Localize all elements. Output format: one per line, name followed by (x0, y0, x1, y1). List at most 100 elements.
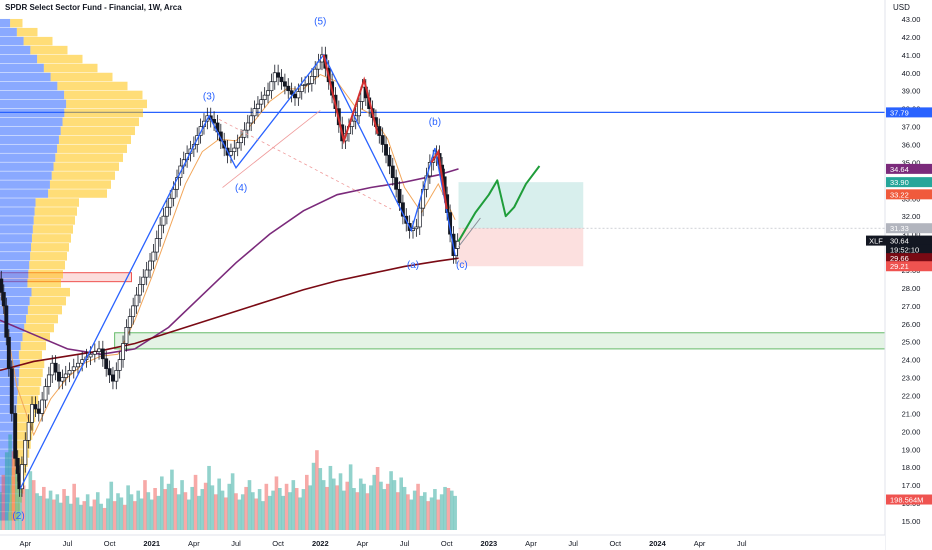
candle-body (67, 370, 72, 375)
profile-bar-buy (0, 404, 17, 413)
candle-body (269, 81, 274, 92)
candle-body (151, 251, 156, 262)
volume-bar (433, 489, 437, 530)
candle-body (121, 343, 126, 361)
price-tick-label: 40.00 (902, 69, 921, 78)
profile-bar-sell (17, 386, 40, 396)
volume-bar (261, 501, 265, 530)
time-tick-label: Apr (19, 539, 31, 548)
volume-bar (396, 492, 400, 530)
volume-bar (392, 480, 397, 530)
volume-bar (267, 495, 272, 530)
candle-body (276, 72, 281, 78)
candle-body (9, 368, 14, 414)
price-tag-label: 37.79 (890, 108, 909, 117)
volume-bar (55, 494, 60, 530)
price-axis: 15.0016.0017.0018.0019.0020.0021.0022.00… (866, 0, 932, 550)
profile-bar-buy (0, 117, 63, 127)
candle-body (417, 207, 422, 228)
candle-body (46, 374, 51, 387)
volume-bar (45, 498, 49, 530)
profile-bar-buy (0, 377, 19, 387)
loss-zone (458, 228, 584, 267)
volume-bar (321, 480, 326, 530)
candle-body (279, 76, 284, 83)
candle-body (100, 348, 105, 360)
volume-bar (8, 434, 12, 530)
price-tick-label: 37.00 (902, 123, 921, 132)
profile-bar-sell (43, 63, 98, 73)
volume-bar (42, 486, 46, 530)
volume-bar (35, 493, 39, 530)
profile-bar-sell (10, 18, 23, 28)
price-tick-label: 20.00 (902, 427, 921, 436)
candle-body (26, 422, 31, 441)
volume-bar (180, 480, 184, 530)
volume-bar (362, 483, 366, 530)
volume-bar (11, 451, 16, 530)
chart-zones (0, 111, 886, 350)
profile-bar-sell (58, 135, 132, 144)
volume-bar (416, 483, 420, 530)
projection-path (457, 165, 541, 247)
volume-bar (31, 480, 36, 530)
profile-bar-sell (55, 153, 123, 162)
volume-bar (352, 488, 356, 530)
profile-bar-buy (0, 189, 49, 198)
volume-bar (203, 482, 208, 530)
profile-bar-buy (0, 72, 51, 82)
time-tick-label: Apr (525, 539, 537, 548)
volume-bar (129, 494, 134, 530)
volume-bar (278, 488, 282, 530)
volume-bars (0, 434, 457, 530)
price-tag (886, 235, 932, 246)
candle-body (80, 359, 85, 364)
profile-bar-buy (0, 108, 65, 118)
profile-bar-buy (0, 18, 11, 28)
profile-bar-buy (0, 252, 31, 261)
profile-bar-sell (62, 117, 139, 127)
profile-bar-buy (0, 198, 36, 207)
volume-bar (116, 493, 120, 530)
time-tick-label: Jul (400, 539, 410, 548)
price-tick-label: 39.00 (902, 87, 921, 96)
profile-bar-buy (0, 36, 24, 46)
volume-bar (163, 489, 167, 530)
candle-body (171, 188, 176, 199)
candle-body (384, 144, 388, 156)
candle-body (296, 91, 301, 99)
candle-body (158, 224, 163, 239)
profile-bar-sell (57, 144, 127, 153)
profile-bar-buy (0, 314, 27, 324)
candle-body (36, 408, 41, 414)
volume-bar (331, 478, 336, 530)
volume-bar (446, 488, 451, 530)
volume-bar (72, 483, 76, 530)
profile-bar-sell (14, 431, 33, 440)
price-tick-label: 43.00 (902, 15, 921, 24)
volume-bar (419, 495, 424, 530)
volume-bar (449, 490, 454, 530)
volume-bar (247, 480, 252, 530)
candle-body (107, 368, 112, 376)
profile-bar-sell (37, 54, 83, 64)
profile-bar-sell (35, 198, 79, 207)
profile-bar-sell (66, 99, 147, 109)
volume-bar (355, 492, 360, 530)
profile-bar-sell (60, 126, 135, 136)
time-axis: Apr Jul Oct 2021 Apr Jul Oct 2022 Apr Jul Oct 2023 A… (0, 534, 885, 550)
volume-bar (308, 485, 312, 530)
price-axis-bg (885, 0, 932, 550)
volume-bar (207, 465, 211, 530)
time-tick-label: Jul (568, 539, 578, 548)
profile-bar-sell (26, 314, 58, 324)
time-tick-label: Apr (694, 539, 706, 548)
candle-body (289, 90, 294, 95)
volume-bar (200, 489, 205, 530)
profile-bar-buy (0, 234, 32, 243)
price-tick-label: 42.00 (902, 33, 921, 42)
candle-body (134, 294, 139, 307)
volume-bar (372, 474, 377, 530)
time-tick-label: Oct (609, 539, 622, 548)
